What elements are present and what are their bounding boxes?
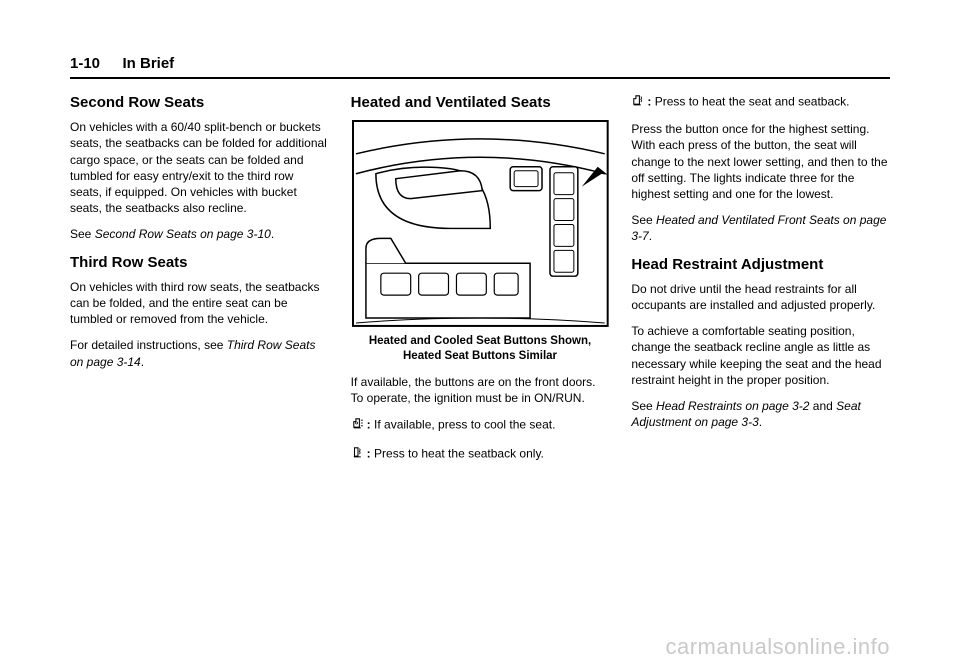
heated-seatback-icon [351,445,365,463]
paragraph: On vehicles with third row seats, the se… [70,279,329,328]
text: . [271,227,274,241]
door-panel-diagram [351,119,610,328]
text: See [631,213,656,227]
text: . [759,415,762,429]
paragraph: Do not drive until the head restraints f… [631,281,890,313]
colon: : [647,94,654,108]
heading-third-row-seats: Third Row Seats [70,253,329,273]
text: See [70,227,95,241]
heated-seat-icon [631,93,645,111]
section-title: In Brief [122,55,174,72]
paragraph: If available, the buttons are on the fro… [351,374,610,406]
seat-buttons-figure [351,119,610,328]
paragraph: For detailed instructions, see Third Row… [70,337,329,369]
page-header: 1-10 In Brief [70,55,890,79]
text: For detailed instructions, see [70,338,227,352]
xref: Head Restraints on page 3-2 [656,399,809,413]
xref: Second Row Seats on page 3-10 [95,227,271,241]
colon: : [367,418,374,432]
text: . [649,229,652,243]
text: See [631,399,656,413]
text: Press to heat the seatback only. [374,446,544,460]
text: If available, press to cool the seat. [374,418,555,432]
paragraph: : If available, press to cool the seat. [351,416,610,434]
paragraph: To achieve a comfortable seating positio… [631,323,890,388]
paragraph: See Heated and Ventilated Front Seats on… [631,212,890,244]
page-number: 1-10 [70,55,100,72]
paragraph: On vehicles with a 60/40 split-bench or … [70,119,329,216]
heading-second-row-seats: Second Row Seats [70,93,329,113]
paragraph: : Press to heat the seatback only. [351,445,610,463]
column-2: Heated and Ventilated Seats [351,93,610,473]
text: Press to heat the seat and seatback. [655,94,850,108]
text: . [141,355,144,369]
heading-heated-ventilated-seats: Heated and Ventilated Seats [351,93,610,113]
colon: : [367,446,374,460]
paragraph: Press the button once for the highest se… [631,121,890,202]
cooled-seat-icon [351,416,365,434]
column-3: : Press to heat the seat and seatback. P… [631,93,890,473]
paragraph: See Head Restraints on page 3-2 and Seat… [631,398,890,430]
paragraph: See Second Row Seats on page 3-10. [70,226,329,242]
text: and [809,399,836,413]
column-1: Second Row Seats On vehicles with a 60/4… [70,93,329,473]
page-container: 1-10 In Brief Second Row Seats On vehicl… [0,0,960,493]
paragraph: : Press to heat the seat and seatback. [631,93,890,111]
content-columns: Second Row Seats On vehicles with a 60/4… [70,93,890,473]
xref: Heated and Ventilated Front Seats on pag… [631,213,886,243]
heading-head-restraint: Head Restraint Adjustment [631,255,890,275]
figure-caption: Heated and Cooled Seat Buttons Shown, He… [351,334,610,364]
watermark: carmanualsonline.info [665,634,890,660]
